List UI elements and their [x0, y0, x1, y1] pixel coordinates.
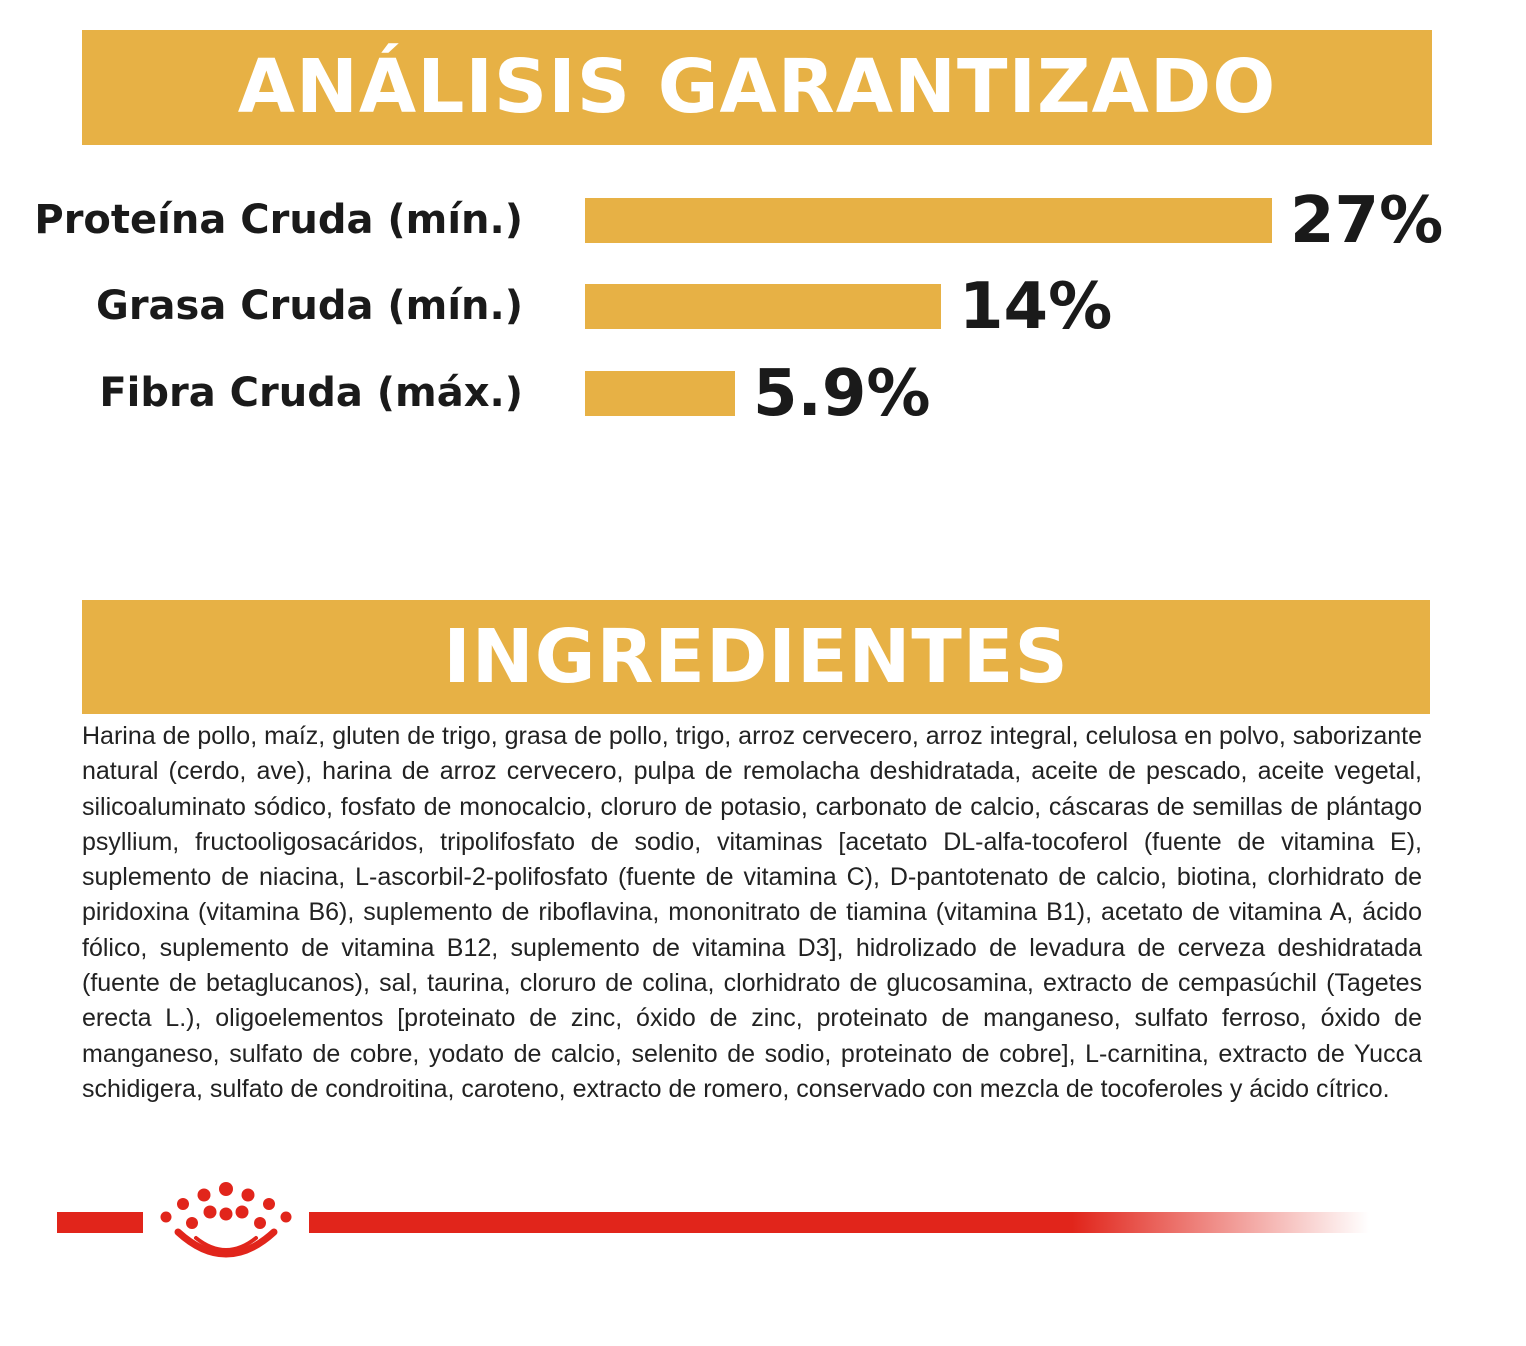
bar: [585, 198, 1272, 243]
row-label: Fibra Cruda (máx.): [99, 370, 523, 416]
bar-value-label: 14%: [959, 270, 1113, 344]
bar-value-label: 27%: [1290, 184, 1444, 258]
analysis-header: ANÁLISIS GARANTIZADO: [82, 30, 1432, 145]
row-label: Proteína Cruda (mín.): [34, 197, 523, 243]
crown-icon: [160, 1182, 292, 1258]
bar: [585, 284, 941, 329]
bar-value-label: 5.9%: [753, 357, 931, 431]
footer-line-right: [309, 1212, 1369, 1233]
footer-line-left: [57, 1212, 143, 1233]
ingredients-header: INGREDIENTES: [82, 600, 1430, 714]
row-label: Grasa Cruda (mín.): [95, 283, 523, 329]
ingredients-text: Harina de pollo, maíz, gluten de trigo, …: [82, 722, 1422, 1103]
bar: [585, 371, 735, 416]
